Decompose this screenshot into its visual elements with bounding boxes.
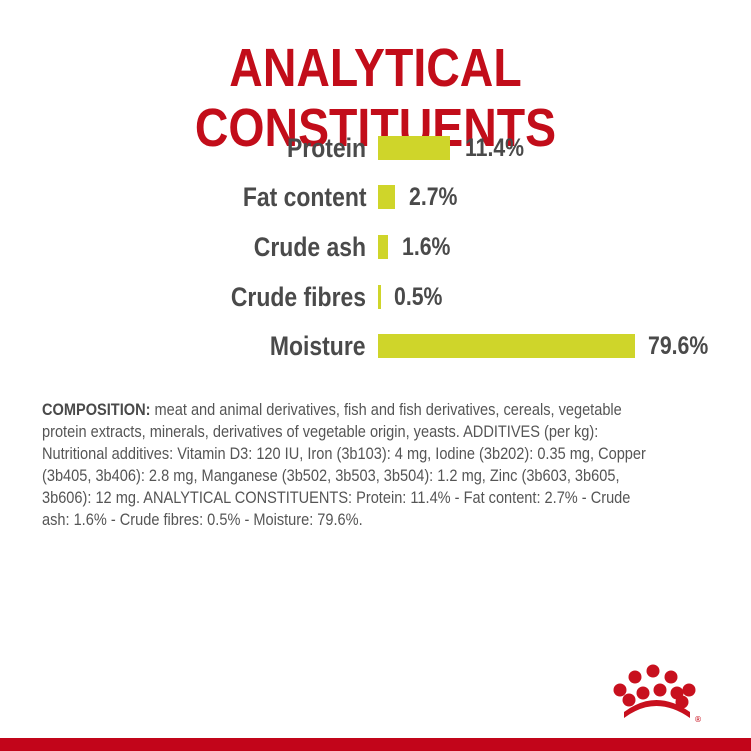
row-label: Protein	[286, 133, 366, 163]
row-value: 0.5%	[394, 283, 443, 311]
row-label: Fat content	[242, 182, 366, 212]
row-label: Crude ash	[253, 232, 366, 262]
bar-chart: Protein 11.4% Fat content 2.7% Crude ash…	[0, 133, 751, 361]
row-value: 79.6%	[648, 332, 709, 360]
row-value: 2.7%	[409, 183, 458, 211]
chart-row-protein: Protein 11.4%	[0, 133, 751, 163]
bar-crude-ash	[378, 235, 388, 259]
chart-row-fat-content: Fat content 2.7%	[0, 182, 751, 212]
composition-text: COMPOSITION: meat and animal derivatives…	[42, 399, 654, 531]
chart-row-crude-ash: Crude ash 1.6%	[0, 232, 751, 262]
footer-band	[0, 738, 751, 751]
page-title: ANALYTICAL CONSTITUENTS	[194, 38, 557, 158]
chart-row-crude-fibres: Crude fibres 0.5%	[0, 282, 751, 312]
svg-text:®: ®	[694, 715, 702, 724]
row-value: 11.4%	[465, 134, 525, 162]
row-label: Moisture	[270, 331, 366, 361]
row-label: Crude fibres	[230, 282, 366, 312]
row-value: 1.6%	[402, 233, 451, 261]
composition-heading: COMPOSITION:	[42, 401, 151, 419]
bar-moisture	[378, 334, 635, 358]
royal-canin-crown-icon: ®	[613, 664, 702, 724]
chart-row-moisture: Moisture 79.6%	[0, 331, 751, 361]
bar-protein	[378, 136, 450, 160]
composition-body: meat and animal derivatives, fish and fi…	[42, 401, 646, 529]
bar-fat-content	[378, 185, 395, 209]
bar-crude-fibres	[378, 285, 381, 309]
